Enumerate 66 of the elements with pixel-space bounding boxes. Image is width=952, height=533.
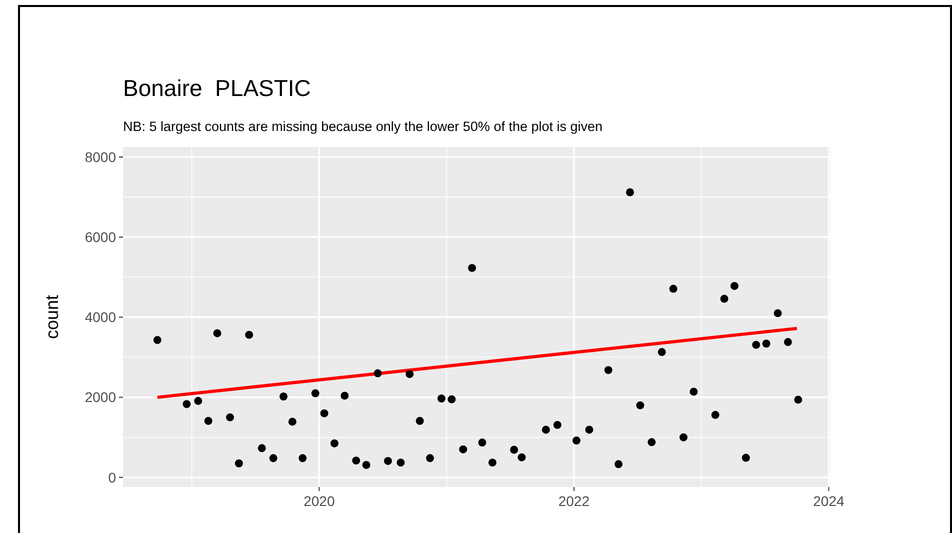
point bbox=[784, 338, 792, 346]
point bbox=[269, 454, 278, 462]
point bbox=[406, 370, 414, 378]
point bbox=[794, 396, 802, 404]
point bbox=[742, 454, 750, 462]
point bbox=[604, 366, 612, 374]
point bbox=[153, 336, 162, 344]
point bbox=[680, 433, 688, 442]
point bbox=[340, 392, 349, 400]
y-tick-label: 0 bbox=[108, 469, 116, 486]
point bbox=[730, 282, 738, 290]
point bbox=[762, 340, 770, 348]
point bbox=[614, 460, 623, 468]
point bbox=[572, 436, 580, 445]
point bbox=[669, 284, 678, 293]
x-tick-label: 2020 bbox=[304, 493, 335, 509]
point bbox=[245, 330, 254, 339]
point bbox=[362, 460, 370, 469]
point bbox=[478, 438, 486, 447]
y-tick-label: 4000 bbox=[84, 309, 116, 326]
point bbox=[374, 369, 382, 378]
point bbox=[384, 456, 392, 465]
point bbox=[626, 188, 634, 196]
point bbox=[752, 340, 760, 349]
point bbox=[213, 329, 222, 338]
point bbox=[690, 388, 698, 396]
point bbox=[182, 400, 191, 408]
point bbox=[468, 264, 476, 272]
point bbox=[352, 456, 360, 465]
y-axis-title: count bbox=[42, 294, 62, 340]
point bbox=[320, 409, 328, 418]
x-tick-label: 2022 bbox=[558, 493, 590, 509]
point bbox=[288, 418, 296, 426]
chart-title: Bonaire PLASTIC bbox=[123, 75, 311, 101]
point bbox=[459, 445, 468, 454]
point bbox=[226, 413, 234, 422]
point bbox=[437, 394, 446, 402]
point bbox=[416, 416, 424, 425]
point bbox=[636, 401, 644, 410]
y-tick-label: 6000 bbox=[84, 229, 116, 246]
point bbox=[585, 426, 594, 434]
point bbox=[488, 458, 496, 467]
point bbox=[280, 392, 288, 400]
y-tick-label: 2000 bbox=[84, 389, 116, 406]
point bbox=[258, 444, 266, 452]
point bbox=[426, 454, 434, 462]
point bbox=[542, 426, 550, 434]
point bbox=[311, 389, 320, 398]
point bbox=[510, 446, 518, 454]
point bbox=[204, 416, 212, 425]
point bbox=[396, 458, 405, 467]
point bbox=[194, 396, 202, 405]
chart-subtitle: NB: 5 largest counts are missing because only the lower 50% of the plot is given bbox=[123, 119, 603, 134]
point bbox=[658, 348, 666, 356]
point bbox=[720, 294, 728, 303]
point bbox=[648, 438, 656, 446]
point bbox=[553, 420, 562, 429]
point bbox=[448, 395, 456, 404]
point bbox=[330, 439, 338, 448]
x-tick-label: 2024 bbox=[813, 493, 845, 509]
point bbox=[518, 453, 526, 462]
point bbox=[711, 410, 720, 419]
point bbox=[234, 459, 243, 468]
y-tick-label: 8000 bbox=[84, 148, 116, 165]
point bbox=[298, 454, 307, 462]
point bbox=[774, 309, 782, 318]
